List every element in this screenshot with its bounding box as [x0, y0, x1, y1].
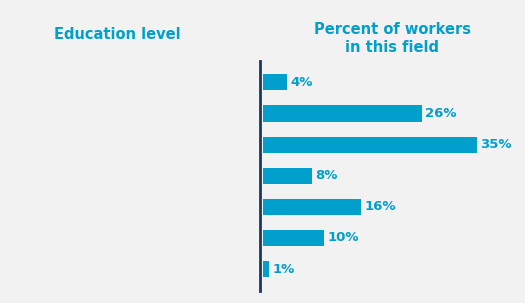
Text: 10%: 10%	[328, 231, 359, 245]
Bar	[262, 199, 361, 215]
Bar	[262, 168, 311, 184]
Text: 26%: 26%	[425, 107, 457, 120]
Text: Percent of workers
in this field: Percent of workers in this field	[314, 22, 471, 55]
Bar	[262, 261, 269, 277]
Bar	[262, 74, 287, 91]
Text: Education level: Education level	[54, 27, 180, 42]
Text: 4%: 4%	[291, 76, 313, 89]
Text: 1%: 1%	[272, 263, 295, 276]
Text: 35%: 35%	[480, 138, 512, 151]
Bar	[262, 105, 422, 122]
Bar	[262, 230, 324, 246]
Text: 16%: 16%	[364, 200, 396, 213]
Bar	[262, 137, 477, 153]
Text: 8%: 8%	[315, 169, 338, 182]
